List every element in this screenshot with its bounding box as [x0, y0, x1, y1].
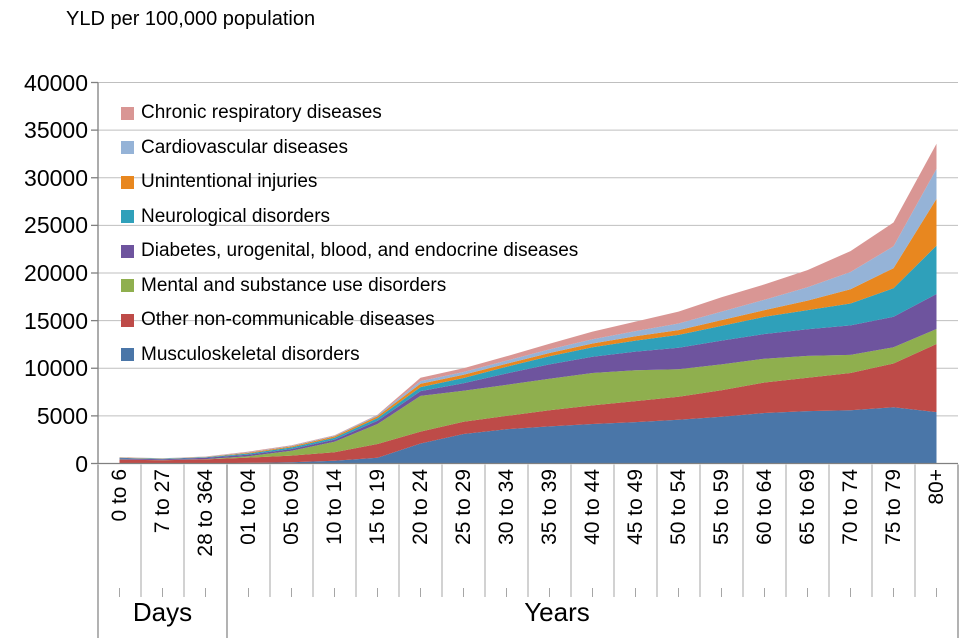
y-tick-label: 25000	[24, 212, 88, 239]
legend-swatch-chronic-respiratory-diseases	[121, 106, 134, 120]
legend-item-neurological-disorders: Neurological disorders	[121, 206, 330, 228]
y-tick-label: 40000	[24, 69, 88, 96]
legend-swatch-mental-and-substance-use-disorders	[121, 279, 134, 292]
x-tick-label: 15 to 19	[365, 469, 389, 545]
legend-label: Musculoskeletal disorders	[141, 343, 360, 365]
x-tick-label: 65 to 69	[795, 469, 819, 545]
legend-item-mental-and-substance-use-disorders: Mental and substance use disorders	[121, 275, 446, 297]
x-tick-label: 28 to 364	[193, 469, 217, 557]
y-tick-label: 5000	[36, 402, 88, 429]
legend-label: Other non-communicable diseases	[141, 309, 435, 330]
area-diabetes-urogenital-blood-and-endocrine-diseases	[119, 294, 937, 461]
x-tick-label: 05 to 09	[279, 469, 303, 545]
legend-swatch-neurological-disorders	[121, 210, 134, 223]
legend-item-diabetes-urogenital-blood-and-endocrine-diseases: Diabetes, urogenital, blood, and endocri…	[121, 240, 578, 262]
x-tick-label: 60 to 64	[752, 469, 776, 545]
area-musculoskeletal-disorders	[119, 407, 937, 464]
legend-label: Unintentional injuries	[141, 171, 318, 192]
x-tick-label: 55 to 59	[709, 469, 733, 545]
x-tick-label: 0 to 6	[107, 469, 131, 522]
x-tick-label: 25 to 29	[451, 469, 475, 545]
legend-label: Chronic respiratory diseases	[141, 102, 382, 123]
y-tick-label: 15000	[24, 307, 88, 334]
legend-swatch-other-non-communicable-diseases	[121, 313, 134, 327]
y-tick-label: 10000	[24, 355, 88, 382]
x-tick-label: 75 to 79	[881, 469, 905, 545]
y-tick-label: 0	[75, 450, 88, 477]
legend-label: Cardiovascular diseases	[141, 136, 348, 158]
x-tick-label: 45 to 49	[623, 469, 647, 545]
x-tick-label: 10 to 14	[322, 469, 346, 545]
legend-item-other-non-communicable-diseases: Other non-communicable diseases	[121, 309, 435, 331]
legend-label: Mental and substance use disorders	[141, 274, 447, 296]
chart-title: YLD per 100,000 population	[66, 8, 316, 30]
legend-item-chronic-respiratory-diseases: Chronic respiratory diseases	[121, 102, 382, 124]
y-tick-label: 20000	[24, 260, 88, 286]
legend-swatch-diabetes-urogenital-blood-and-endocrine-diseases	[121, 244, 134, 258]
x-group-label-years: Years	[524, 597, 590, 627]
legend-label: Diabetes, urogenital, blood, and endocri…	[141, 240, 579, 261]
x-tick-label: 70 to 74	[838, 469, 862, 545]
legend-item-musculoskeletal-disorders: Musculoskeletal disorders	[121, 344, 360, 366]
area-other-non-communicable-diseases	[119, 344, 937, 464]
legend-item-cardiovascular-diseases: Cardiovascular diseases	[121, 137, 348, 159]
x-tick-label: 01 to 04	[236, 469, 260, 545]
area-mental-and-substance-use-disorders	[119, 329, 937, 461]
x-tick-label: 35 to 39	[537, 469, 561, 545]
legend-swatch-unintentional-injuries	[121, 175, 134, 189]
x-tick-label: 50 to 54	[666, 469, 690, 545]
y-tick-label: 35000	[24, 117, 88, 144]
x-tick-label: 30 to 34	[494, 469, 518, 545]
legend-label: Neurological disorders	[141, 205, 331, 227]
x-tick-label: 20 to 24	[408, 469, 432, 545]
y-tick-label: 30000	[24, 164, 88, 191]
legend-swatch-cardiovascular-diseases	[121, 141, 134, 154]
x-tick-label: 40 to 44	[580, 469, 604, 545]
x-group-label-days: Days	[132, 597, 193, 627]
x-tick-label: 7 to 27	[150, 469, 174, 534]
legend-item-unintentional-injuries: Unintentional injuries	[121, 171, 317, 193]
legend-swatch-musculoskeletal-disorders	[121, 348, 134, 361]
x-tick-label: 80+	[924, 469, 948, 505]
